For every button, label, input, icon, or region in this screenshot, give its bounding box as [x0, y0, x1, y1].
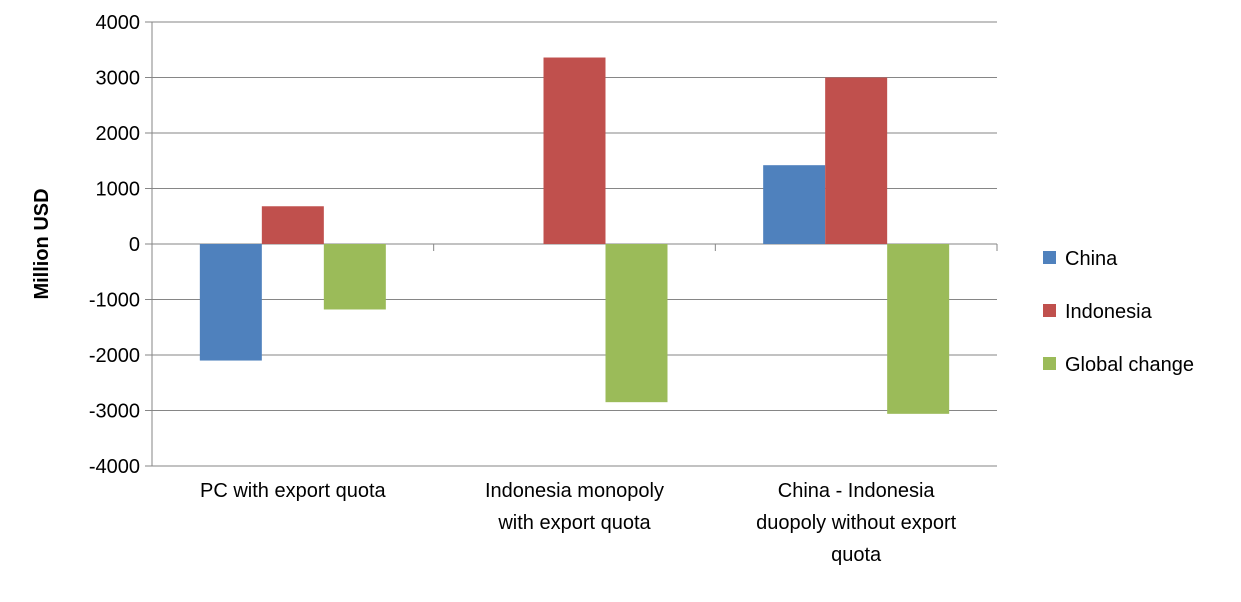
y-tick-label: 3000: [96, 68, 141, 90]
y-tick-label: 0: [129, 234, 140, 256]
legend-label: Indonesia: [1065, 301, 1153, 323]
x-category-label: PC with export quota: [200, 480, 387, 502]
y-tick-label: 1000: [96, 179, 141, 201]
y-tick-label: -2000: [89, 345, 140, 367]
x-category-label: China - Indonesia: [778, 480, 936, 502]
labels: 4000 3000 2000 1000 0 -1000 -2000 -3000 -4000 PC …: [31, 12, 957, 566]
bar-global-change: [323, 244, 386, 310]
bar-china: [199, 244, 262, 361]
bar-indonesia: [825, 77, 888, 244]
y-tick-label: -1000: [89, 290, 140, 312]
legend-swatch-global-change: [1043, 357, 1056, 370]
x-category-label: quota: [831, 544, 882, 566]
y-tick-label: 4000: [96, 12, 141, 34]
x-category-label: Indonesia monopoly: [485, 480, 664, 502]
bar-indonesia: [543, 57, 606, 244]
x-category-label: duopoly without export: [756, 512, 957, 534]
legend-label: Global change: [1065, 354, 1194, 376]
legend-swatch-china: [1043, 251, 1056, 264]
bars: [199, 57, 950, 414]
legend-swatch-indonesia: [1043, 304, 1056, 317]
y-tick-label: 2000: [96, 123, 141, 145]
y-axis-title: Million USD: [31, 188, 53, 299]
bar-china: [763, 165, 826, 244]
bar-global-change: [887, 244, 950, 414]
y-tick-label: -3000: [89, 401, 140, 423]
y-tick-label: -4000: [89, 456, 140, 478]
x-category-label: with export quota: [497, 512, 651, 534]
bar-indonesia: [261, 206, 324, 244]
bar-global-change: [605, 244, 668, 403]
legend-label: China: [1065, 248, 1118, 270]
legend: China Indonesia Global change: [1043, 248, 1194, 376]
